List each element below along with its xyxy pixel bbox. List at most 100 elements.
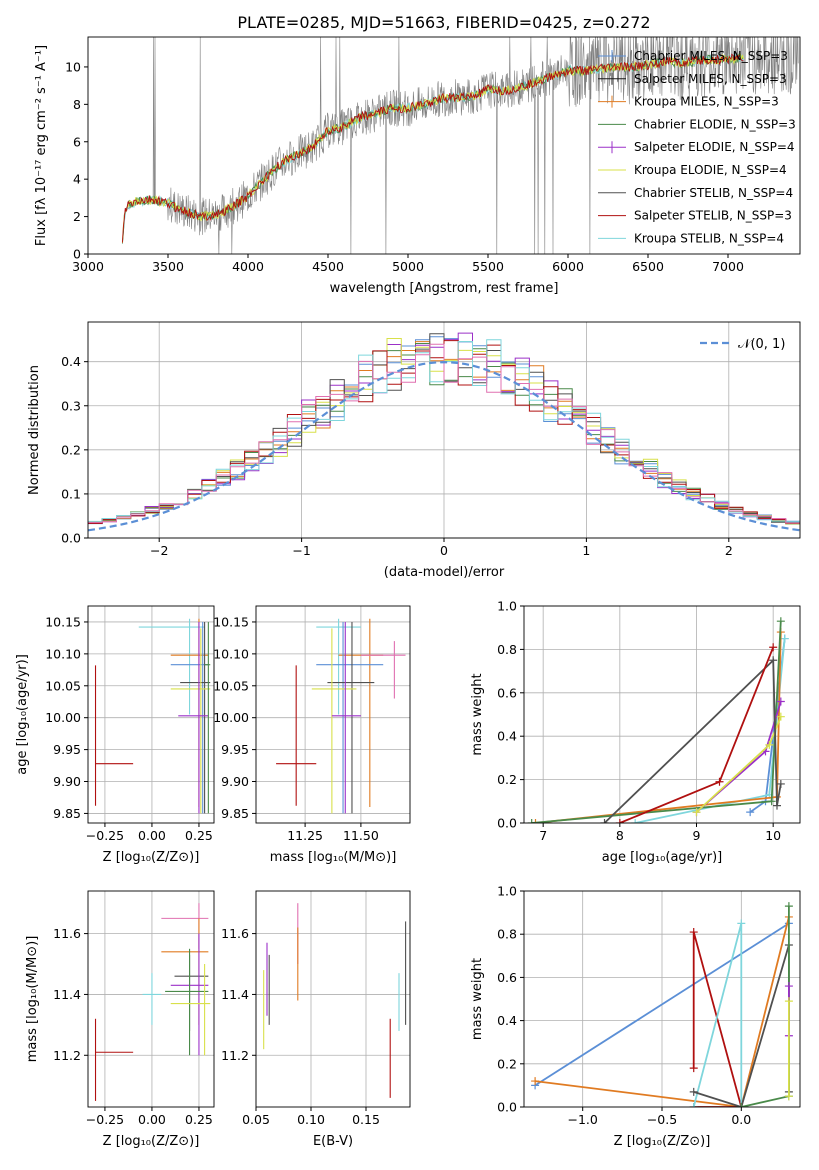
plot-content xyxy=(527,617,789,823)
data-point-marker xyxy=(689,1103,698,1107)
x-axis-label: Z [log₁₀(Z/Z⊙)] xyxy=(103,1134,200,1149)
y-tick-label: 1.0 xyxy=(497,599,517,614)
y-tick-label: 9.85 xyxy=(53,806,81,821)
error-bar-point xyxy=(311,628,357,814)
data-point-marker xyxy=(746,808,755,817)
data-point-marker xyxy=(631,819,640,823)
weight-line-salpeter-stelib xyxy=(692,931,743,1107)
y-tick-label: 0.4 xyxy=(61,354,81,369)
y-tick-label: 0.2 xyxy=(497,1056,517,1071)
y-tick-label: 0.4 xyxy=(497,1013,517,1028)
x-tick-label: 6000 xyxy=(552,259,584,274)
error-bar-point xyxy=(204,621,211,814)
y-tick-label: 9.95 xyxy=(221,742,249,757)
error-bar-point xyxy=(331,621,361,814)
error-bar-point xyxy=(142,973,162,1025)
y-tick-label: 11.6 xyxy=(221,926,249,941)
x-tick-label: 6500 xyxy=(632,259,664,274)
legend-entry: Kroupa STELIB, N_SSP=4 xyxy=(634,231,784,245)
legend-entry: Chabrier STELIB, N_SSP=4 xyxy=(634,186,793,200)
error-bar-point xyxy=(170,621,209,814)
y-axis-label: Flux [fλ 10⁻¹⁷ erg cm⁻² s⁻¹ A⁻¹] xyxy=(34,45,49,246)
grid-lines xyxy=(256,606,410,823)
axes-frame: 0.05 0.10 0.15 11.2 11.4 11.6 E(B-V) xyxy=(221,890,411,1149)
error-bar-point xyxy=(174,954,209,1031)
data-point-marker xyxy=(527,819,536,823)
histogram-pink xyxy=(88,343,800,524)
error-bar-point xyxy=(180,621,211,814)
axes-frame: −0.25 0.00 0.25 11.2 11.4 11.6 Z [log₁₀(Z/Z⊙)]… xyxy=(25,890,215,1149)
grid-lines xyxy=(255,891,410,1107)
x-tick-label: −0.25 xyxy=(86,1112,124,1127)
y-tick-label: 0.0 xyxy=(497,1100,517,1115)
axes-border xyxy=(87,890,215,1108)
data-point-marker xyxy=(769,643,778,652)
y-tick-label: 10.05 xyxy=(213,678,249,693)
data-point-marker xyxy=(765,740,774,749)
error-bar-point xyxy=(165,948,209,1056)
x-axis-label: age [log₁₀(age/yr)] xyxy=(602,850,723,865)
y-tick-label: 0.8 xyxy=(497,927,517,942)
model-spectrum-salpeter-stelib xyxy=(121,53,744,243)
x-tick-label: −0.25 xyxy=(86,828,124,843)
data-point-marker xyxy=(784,982,793,991)
y-tick-label: 10 xyxy=(65,59,81,74)
figure-title: PLATE=0285, MJD=51663, FIBERID=0425, z=0… xyxy=(237,13,650,32)
y-tick-label: 6 xyxy=(73,134,81,149)
x-tick-label: 0.05 xyxy=(242,1112,270,1127)
axes-frame: −2 −1 0 1 2 0.0 0.1 0.2 0.3 0.4 (data-model)/error… xyxy=(27,321,801,580)
x-axis-label: E(B-V) xyxy=(313,1134,353,1149)
age-vs-mass-panel: 11.25 11.50 9.85 9.90 9.95 10.00 10.05 10.10 10.… xyxy=(213,605,411,865)
axes-frame: 3000 3500 4000 4500 5000 5500 6000 6500 7000 0 2 4 6… xyxy=(34,36,801,296)
y-tick-label: 10.10 xyxy=(213,646,249,661)
x-tick-label: −0.5 xyxy=(647,1112,677,1127)
data-point-marker xyxy=(776,697,785,706)
y-axis-label: Normed distribution xyxy=(27,365,42,495)
y-tick-label: 0.8 xyxy=(497,642,517,657)
x-tick-label: 8 xyxy=(616,828,624,843)
y-tick-label: 10.05 xyxy=(45,678,81,693)
y-tick-label: 8 xyxy=(73,97,81,112)
data-point-marker xyxy=(767,797,776,806)
x-tick-label: −2 xyxy=(150,543,168,558)
weight-line-kroupa-miles xyxy=(534,916,790,1107)
x-axis-label: (data-model)/error xyxy=(384,565,505,580)
data-point-marker xyxy=(784,1092,793,1101)
x-tick-label: 0.25 xyxy=(185,1112,213,1127)
x-tick-label: −1 xyxy=(292,543,310,558)
grid-lines xyxy=(88,606,214,823)
data-point-marker xyxy=(784,997,793,1006)
x-tick-label: 0.25 xyxy=(185,828,213,843)
axes-frame: −0.25 0.00 0.25 9.85 9.90 9.95 10.00 10.05 10.10… xyxy=(15,605,215,865)
data-point-marker xyxy=(776,779,785,788)
legend: Chabrier MILES, N_SSP=3 Salpeter MILES, N… xyxy=(598,49,796,245)
axes-frame: −1.0 −0.5 0.0 0.0 0.2 0.4 0.6 0.8 1.0 Z [log₁₀(Z/… xyxy=(470,884,801,1149)
x-axis-label: mass [log₁₀(M/M⊙)] xyxy=(270,850,397,865)
weight-vs-metallicity-panel: −1.0 −0.5 0.0 0.0 0.2 0.4 0.6 0.8 1.0 Z [log₁₀(Z/… xyxy=(470,884,801,1149)
x-tick-label: 5500 xyxy=(472,259,504,274)
x-tick-label: 5000 xyxy=(392,259,424,274)
legend-entry: Salpeter MILES, N_SSP=3 xyxy=(634,72,787,86)
data-point-marker xyxy=(689,1064,698,1073)
x-tick-label: 7 xyxy=(539,828,547,843)
error-bar-point xyxy=(316,621,384,814)
data-point-marker xyxy=(773,801,781,810)
y-tick-label: 10.15 xyxy=(45,614,81,629)
y-tick-label: 0 xyxy=(73,247,81,262)
x-tick-label: 0.00 xyxy=(138,828,166,843)
x-tick-label: 3000 xyxy=(72,259,104,274)
axes-frame: 11.25 11.50 9.85 9.90 9.95 10.00 10.05 10.10 10.… xyxy=(213,605,411,865)
legend-entry: Chabrier ELODIE, N_SSP=3 xyxy=(634,117,796,131)
x-tick-label: 9 xyxy=(693,828,701,843)
x-tick-label: 0.10 xyxy=(297,1112,325,1127)
data-point-marker xyxy=(780,634,789,643)
plot-content xyxy=(531,902,793,1107)
data-point-marker xyxy=(689,1087,698,1096)
axes-border xyxy=(255,605,411,824)
grid-lines xyxy=(88,891,214,1107)
y-tick-label: 9.95 xyxy=(53,742,81,757)
y-tick-label: 0.1 xyxy=(61,486,81,501)
error-bar-point xyxy=(170,628,211,814)
age-vs-metallicity-panel: −0.25 0.00 0.25 9.85 9.90 9.95 10.00 10.05 10.10… xyxy=(15,605,215,865)
axes-border xyxy=(87,605,215,824)
